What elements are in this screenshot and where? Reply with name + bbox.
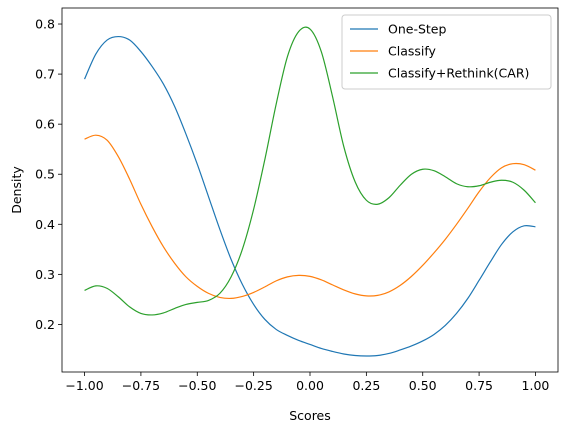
- y-tick-label: 0.3: [35, 267, 55, 282]
- x-ticks: −1.00 −0.75 −0.50 −0.25 0.00 0.25 0.50 0.75 1.00: [65, 372, 549, 393]
- x-axis-label: Scores: [289, 408, 331, 423]
- x-tick-label: −1.00: [65, 378, 103, 393]
- series-layer: [84, 26, 536, 357]
- y-tick-label: 0.4: [35, 217, 55, 232]
- legend-box: [341, 14, 552, 90]
- legend-label-one-step: One-Step: [388, 22, 446, 37]
- legend-label-classify: Classify: [388, 44, 437, 59]
- legend: One-Step Classify Classify+Rethink(CAR): [341, 14, 552, 90]
- y-tick-label: 0.5: [35, 167, 55, 182]
- x-tick-label: 1.00: [522, 378, 550, 393]
- series-line-classify: [84, 134, 536, 300]
- series-line-classify-rethink-car: [84, 26, 536, 316]
- y-ticks: 0.2 0.3 0.4 0.5 0.6 0.7 0.8: [35, 17, 62, 332]
- x-tick-label: −0.25: [234, 378, 272, 393]
- y-tick-label: 0.2: [35, 317, 55, 332]
- series-line-one-step: [84, 35, 536, 357]
- y-tick-label: 0.7: [35, 67, 55, 82]
- legend-label-classify-rethink-car: Classify+Rethink(CAR): [388, 66, 529, 81]
- x-tick-label: 0.00: [296, 378, 324, 393]
- y-tick-label: 0.6: [35, 117, 55, 132]
- x-tick-label: −0.75: [122, 378, 160, 393]
- x-tick-label: 0.25: [352, 378, 380, 393]
- x-tick-label: 0.75: [465, 378, 493, 393]
- y-axis-label: Density: [9, 166, 24, 214]
- x-tick-label: 0.50: [409, 378, 437, 393]
- x-tick-label: −0.50: [178, 378, 216, 393]
- y-tick-label: 0.8: [35, 17, 55, 32]
